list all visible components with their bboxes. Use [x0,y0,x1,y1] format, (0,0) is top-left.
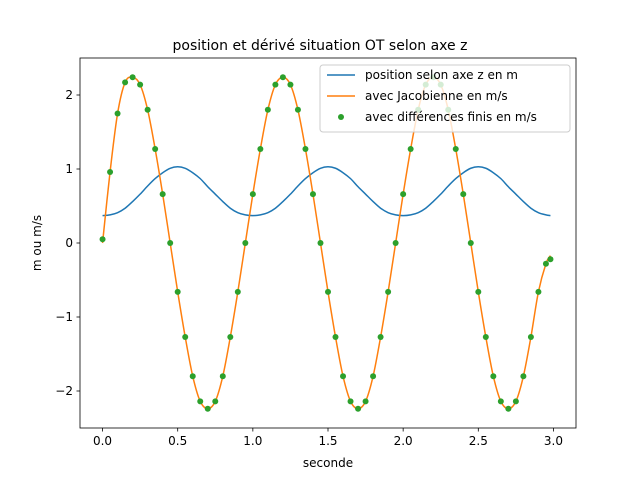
scatter-point [347,398,354,405]
scatter-point [377,333,384,340]
legend-label-2: avec Jacobienne en m/s [365,89,508,103]
scatter-point [114,110,121,117]
scatter-point [249,191,256,198]
y-tick-label: 1 [65,162,73,176]
x-tick-label: 1.5 [318,434,337,448]
scatter-point [129,74,136,81]
x-axis-label: seconde [303,456,353,470]
scatter-point [325,288,331,295]
x-tick-label: 0.5 [168,434,187,448]
scatter-point [332,333,339,340]
scatter-point [482,333,489,340]
legend: position selon axe z en m avec Jacobienne… [319,64,571,133]
x-tick-label: 2.5 [469,434,488,448]
y-tick-label: −2 [55,384,73,398]
x-tick-label: 2.0 [394,434,413,448]
scatter-point [264,106,271,113]
scatter-point [212,398,219,405]
scatter-point [242,240,249,246]
scatter-point [159,191,166,198]
scatter-point [475,288,482,295]
scatter-point [370,373,377,380]
scatter-point [227,333,234,340]
scatter-point [287,81,294,88]
y-axis-ticks: −2 −1 0 1 2 [55,88,80,398]
scatter-point [309,191,316,198]
scatter-point [392,240,399,246]
scatter-point [467,240,474,246]
scatter-point [385,288,392,295]
scatter-point [547,256,554,263]
scatter-point [527,333,534,340]
scatter-point [152,146,159,153]
scatter-point [452,146,459,153]
scatter-point [535,288,542,295]
y-axis-label: m ou m/s [30,215,44,271]
legend-marker-3 [338,114,344,120]
scatter-point [167,240,174,246]
scatter-point [272,81,279,88]
x-tick-label: 1.0 [243,434,262,448]
scatter-point [497,398,504,405]
scatter-point [144,106,151,113]
scatter-point [362,398,369,405]
scatter-point [512,398,519,405]
x-axis-ticks: 0.0 0.5 1.0 1.5 2.0 2.5 3.0 [93,428,563,448]
scatter-point [189,373,196,380]
chart-title: position et dérivé situation OT selon ax… [173,38,468,54]
scatter-point [137,81,144,88]
y-tick-label: 2 [65,88,73,102]
series-layer [99,74,554,412]
scatter-point [407,146,414,153]
scatter-point [542,260,549,267]
scatter-point [317,240,324,246]
y-tick-label: −1 [55,310,73,324]
scatter-point [294,106,301,113]
scatter-point [460,191,467,198]
scatter-point [279,74,286,81]
scatter-point [257,146,264,153]
x-tick-label: 3.0 [544,434,563,448]
scatter-point [107,168,114,175]
legend-label-3: avec différences finis en m/s [365,110,537,124]
y-tick-label: 0 [65,236,73,250]
scatter-point [182,333,189,340]
scatter-point [174,288,181,295]
legend-box [319,64,571,133]
scatter-point [505,405,512,412]
plot-area [79,57,577,429]
scatter-point [219,373,226,380]
series-line-1 [102,166,551,217]
x-tick-label: 0.0 [93,434,112,448]
legend-label-1: position selon axe z en m [365,68,518,82]
scatter-point [355,405,362,412]
scatter-point [520,373,527,380]
scatter-point [400,191,407,198]
scatter-point [234,288,241,295]
scatter-point [340,373,347,380]
scatter-point [99,236,106,243]
scatter-point [490,373,497,380]
scatter-point [204,405,211,412]
scatter-point [122,79,129,86]
scatter-point [197,398,204,405]
scatter-point [302,146,309,153]
